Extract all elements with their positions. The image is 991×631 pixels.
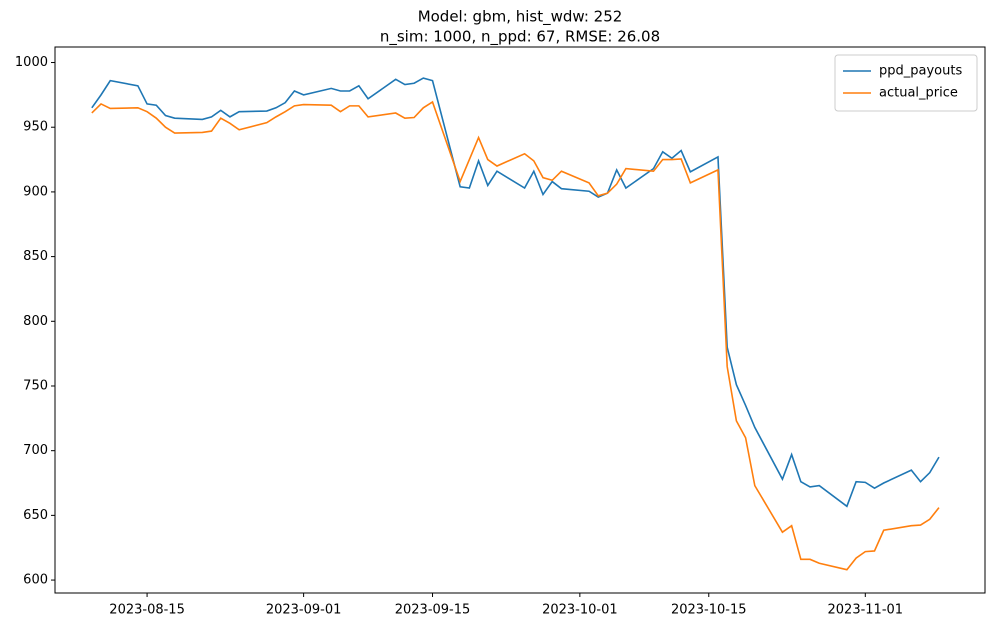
chart-subtitle: n_sim: 1000, n_ppd: 67, RMSE: 26.08 [380, 28, 660, 47]
series-line [91, 77, 940, 508]
y-tick-label: 700 [23, 443, 48, 458]
y-tick-label: 1000 [15, 55, 48, 70]
plot-frame [54, 46, 986, 594]
x-tick-label: 2023-08-15 [109, 603, 185, 618]
x-tick-label: 2023-11-01 [828, 603, 904, 618]
legend-box [834, 54, 978, 112]
x-tick-label: 2023-10-01 [542, 603, 618, 618]
y-tick-label: 950 [23, 120, 48, 135]
y-tick-label: 800 [23, 314, 48, 329]
y-tick-label: 850 [23, 249, 48, 264]
y-tick-label: 900 [23, 184, 48, 199]
legend-label: actual_price [879, 86, 958, 101]
x-tick-label: 2023-10-15 [671, 603, 747, 618]
y-tick-label: 650 [23, 508, 48, 523]
y-tick-label: 750 [23, 378, 48, 393]
y-tick-label: 600 [23, 573, 48, 588]
x-tick-label: 2023-09-01 [266, 603, 342, 618]
legend-label: ppd_payouts [879, 64, 962, 79]
series-line [91, 100, 940, 571]
x-tick-label: 2023-09-15 [395, 603, 471, 618]
chart-title: Model: gbm, hist_wdw: 252 [418, 8, 623, 27]
